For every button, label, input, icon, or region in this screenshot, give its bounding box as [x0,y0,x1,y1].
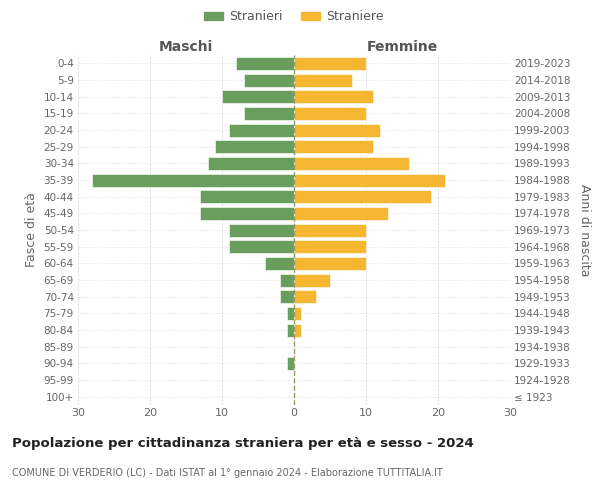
Bar [280,274,294,286]
Bar [244,74,294,86]
Text: Maschi: Maschi [159,40,213,54]
Bar [294,107,366,120]
Bar [280,290,294,303]
Bar [287,324,294,336]
Bar [287,307,294,320]
Bar [229,240,294,253]
Bar [294,90,373,103]
Text: COMUNE DI VERDERIO (LC) - Dati ISTAT al 1° gennaio 2024 - Elaborazione TUTTITALI: COMUNE DI VERDERIO (LC) - Dati ISTAT al … [12,468,443,477]
Bar [229,224,294,236]
Bar [294,190,431,203]
Bar [265,257,294,270]
Bar [215,140,294,153]
Bar [294,240,366,253]
Bar [294,157,409,170]
Bar [294,207,388,220]
Bar [294,57,366,70]
Y-axis label: Fasce di età: Fasce di età [25,192,38,268]
Bar [294,74,352,86]
Bar [200,190,294,203]
Bar [294,324,301,336]
Text: Femmine: Femmine [367,40,437,54]
Bar [294,290,316,303]
Bar [222,90,294,103]
Bar [244,107,294,120]
Bar [92,174,294,186]
Bar [294,140,373,153]
Bar [294,274,330,286]
Bar [294,224,366,236]
Bar [294,307,301,320]
Text: Popolazione per cittadinanza straniera per età e sesso - 2024: Popolazione per cittadinanza straniera p… [12,438,474,450]
Bar [294,257,366,270]
Y-axis label: Anni di nascita: Anni di nascita [578,184,591,276]
Bar [200,207,294,220]
Legend: Stranieri, Straniere: Stranieri, Straniere [199,6,389,28]
Bar [294,124,380,136]
Bar [208,157,294,170]
Bar [236,57,294,70]
Bar [294,174,445,186]
Bar [229,124,294,136]
Bar [287,357,294,370]
